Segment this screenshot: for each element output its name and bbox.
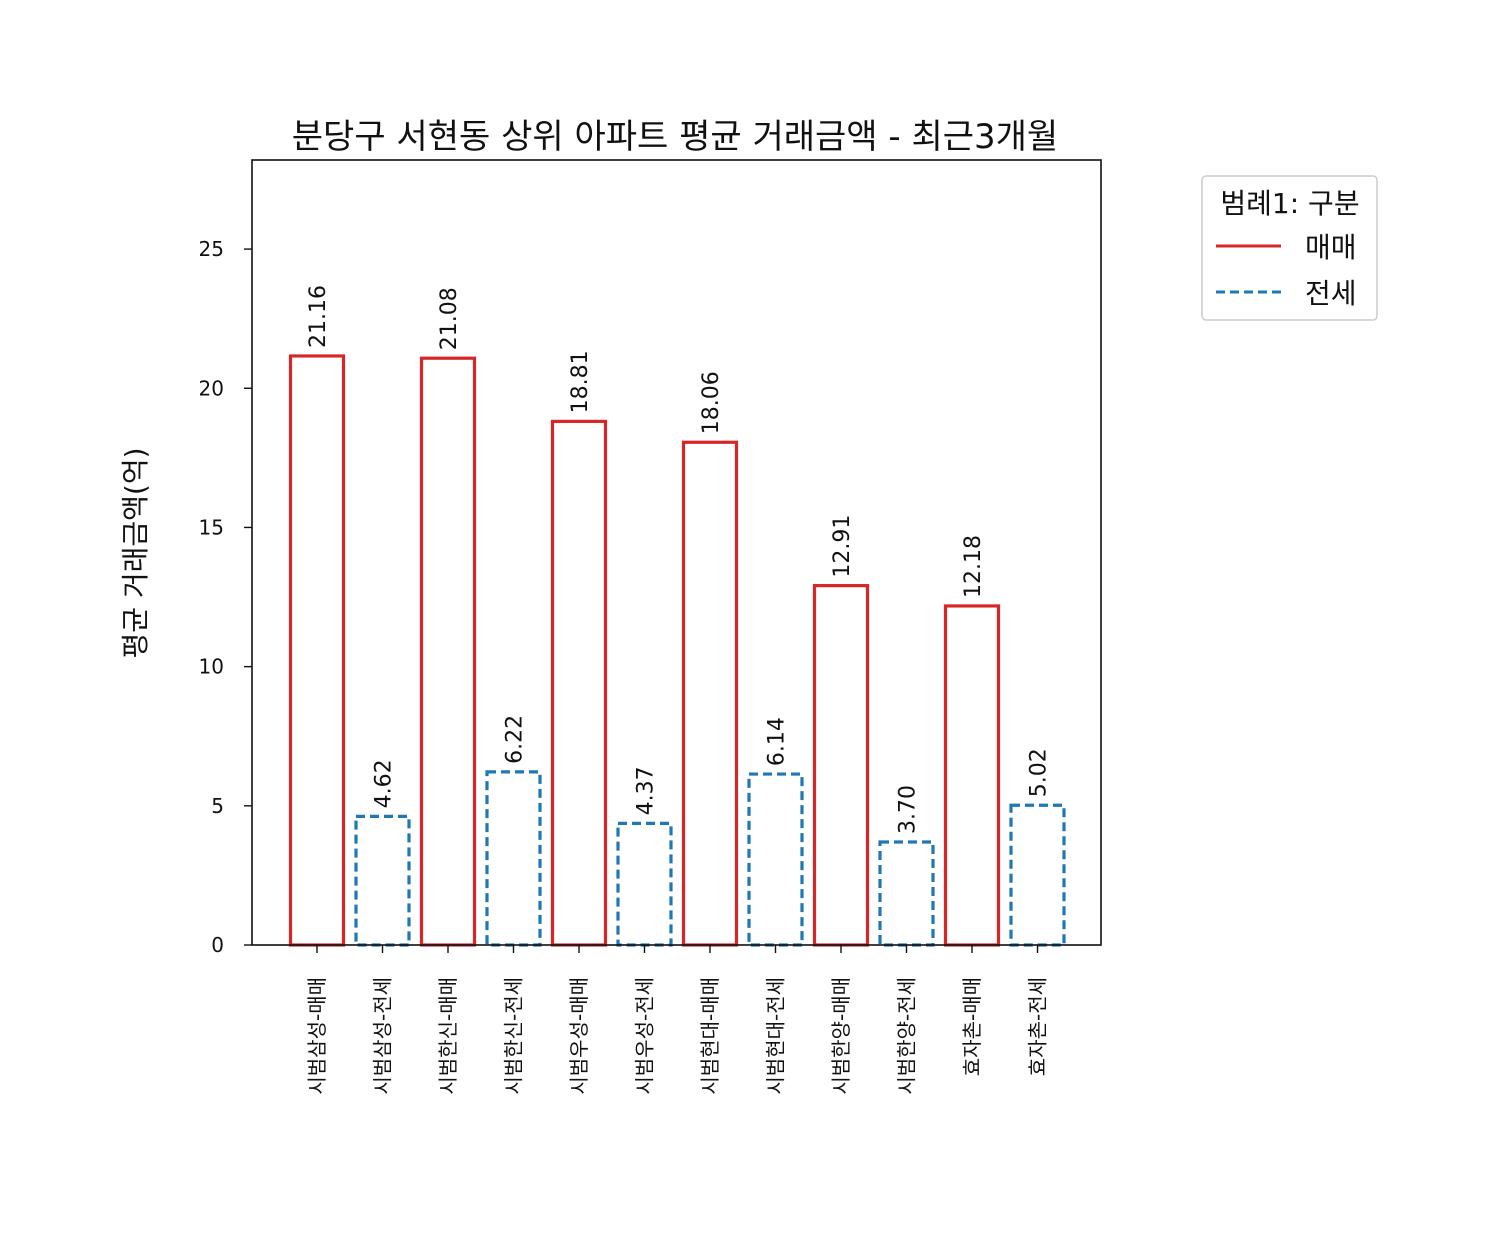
- x-tick-label: 시범한양-전세: [895, 977, 919, 1095]
- chart-title: 분당구 서현동 상위 아파트 평균 거래금액 - 최근3개월: [292, 117, 1058, 157]
- x-tick-label: 효자촌-매매: [960, 977, 984, 1076]
- x-tick-label: 시범우성-매매: [567, 977, 591, 1095]
- x-tick-label: 시범한양-매매: [829, 977, 853, 1095]
- legend-label-sale: 매매: [1305, 231, 1357, 264]
- bar: [812, 584, 870, 947]
- legend: 범례1: 구분 매매 전세: [1201, 175, 1378, 321]
- y-tick-label: 20: [199, 376, 224, 400]
- y-tick-label: 0: [211, 933, 224, 957]
- bar: [419, 356, 477, 947]
- bar: [354, 814, 411, 947]
- legend-box: [1201, 175, 1378, 321]
- bar-value-label: 6.22: [503, 715, 528, 764]
- plot-frame: [251, 159, 1102, 946]
- y-tick-label: 15: [199, 515, 224, 539]
- bar: [288, 354, 346, 947]
- x-tick-label: 시범삼성-전세: [371, 977, 395, 1095]
- bar-value-label: 21.08: [437, 287, 462, 350]
- y-tick-label: 25: [199, 237, 224, 261]
- bar-value-label: 12.91: [830, 515, 855, 578]
- x-tick-label: 효자촌-전세: [1026, 977, 1050, 1076]
- bar-value-label: 21.16: [306, 285, 331, 348]
- bar-value-label: 3.70: [896, 785, 921, 834]
- bar-value-label: 6.14: [765, 717, 790, 766]
- bar-value-label: 4.62: [372, 759, 397, 808]
- x-tick-label: 시범현대-매매: [698, 977, 722, 1095]
- bar: [616, 821, 673, 947]
- bar: [550, 419, 608, 947]
- y-tick-label: 10: [199, 655, 224, 679]
- y-axis: 0 5 10 15 20 25: [199, 237, 252, 957]
- y-tick-label: 5: [211, 794, 224, 818]
- legend-title: 범례1: 구분: [1220, 187, 1359, 220]
- x-axis: 시범삼성-매매 시범삼성-전세 시범한신-매매 시범한신-전세 시범우성-매매 시범우성-…: [305, 945, 1050, 1095]
- bars-group: 21.16 4.62 21.08 6.22 18.81 4.37 18.06 6.14 12.9…: [288, 285, 1066, 947]
- bar: [485, 770, 542, 947]
- x-tick-label: 시범우성-전세: [633, 977, 657, 1095]
- bar-value-label: 4.37: [634, 766, 659, 815]
- bar: [681, 440, 739, 947]
- bar-value-label: 18.81: [568, 350, 593, 413]
- bar-value-label: 12.18: [961, 535, 986, 598]
- bar-value-label: 18.06: [699, 371, 724, 434]
- bar-value-label: 5.02: [1027, 748, 1052, 797]
- x-tick-label: 시범한신-매매: [436, 977, 460, 1095]
- x-tick-label: 시범한신-전세: [502, 977, 526, 1095]
- legend-label-jeonse: 전세: [1305, 277, 1357, 310]
- y-axis-label: 평균 거래금액(억): [119, 447, 152, 658]
- bar: [747, 772, 804, 947]
- x-tick-label: 시범현대-전세: [764, 977, 788, 1095]
- bar: [1009, 803, 1066, 947]
- bar: [943, 604, 1001, 947]
- x-tick-label: 시범삼성-매매: [305, 977, 329, 1095]
- bar: [878, 840, 935, 947]
